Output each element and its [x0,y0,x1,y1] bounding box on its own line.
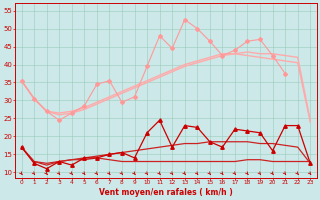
X-axis label: Vent moyen/en rafales ( km/h ): Vent moyen/en rafales ( km/h ) [99,188,233,197]
